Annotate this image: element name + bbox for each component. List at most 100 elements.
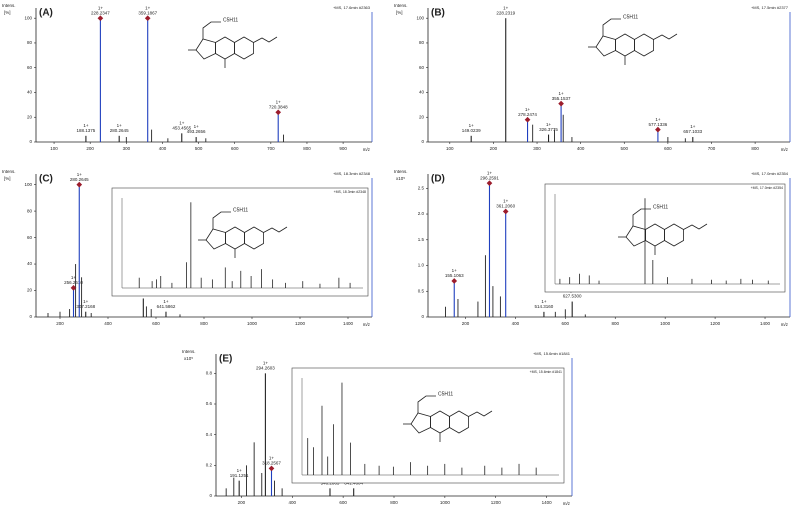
y-tick-label: 1.5 [418,237,425,242]
structure-bond [468,410,493,417]
structure-bond [602,18,621,36]
y-tick-label: 100 [416,15,424,20]
y-tick-label: 0 [29,314,32,319]
peak-charge: 1+ [263,361,269,366]
x-tick-label: 1400 [343,321,354,326]
structure-substituent: C5H11 [623,14,638,20]
structure-ring [215,36,235,60]
peak-label: 280.2645 [110,128,129,133]
y-tick-label: 0 [29,139,32,144]
inset-frame [111,187,369,297]
y-tick-label: 20 [27,114,33,119]
y-tick-label: 2.5 [418,185,425,190]
peak-marker [502,208,509,215]
peak-label: 318.2567 [262,461,281,466]
x-tick-label: 600 [231,146,239,151]
structure-ring [595,35,616,57]
y-tick-label: 80 [27,208,33,213]
x-tick-label: 800 [751,146,759,151]
x-tick-label: 600 [664,146,672,151]
x-tick-label: 600 [562,321,570,326]
x-tick-label: 300 [123,146,131,151]
x-tick-label: 500 [621,146,629,151]
peak-charge: 1+ [469,123,475,128]
structure-ring [205,228,226,250]
structure-substituent: C5H11 [233,207,248,213]
peak-charge: 1+ [117,123,123,128]
y-axis-label: Intens. [2,169,16,174]
y-tick-label: 20 [419,114,425,119]
structure-substituent: C5H11 [653,204,668,210]
panel-label: (E) [219,354,232,365]
y-axis-unit: x10⁵ [184,356,193,361]
x-tick-label: 700 [708,146,716,151]
x-tick-label: 800 [303,146,311,151]
y-tick-label: 0.8 [206,371,213,376]
peak-charge: 1+ [487,170,493,175]
structure-ring [615,33,635,57]
y-tick-label: 80 [419,40,425,45]
structure-ring [195,38,216,60]
x-tick-label: 600 [339,500,347,505]
inset-frame [291,367,565,484]
peak-label: 493.2656 [187,129,206,134]
peak-label: 256.2610 [64,280,83,285]
y-tick-label: 2.0 [418,211,425,216]
x-tick-label: 100 [50,146,58,151]
peak-charge: 1+ [525,107,531,112]
peak-label: 359.1867 [138,10,157,15]
peak-label: 514.3160 [535,304,554,309]
peak-label: 641.5862 [157,304,176,309]
peak-charge: 1+ [541,299,547,304]
x-tick-label: 400 [577,146,585,151]
inset-header: +MS, 15.6min #1841 [530,370,562,374]
peak-label: 296.2591 [480,175,499,180]
y-tick-label: 0.4 [206,432,213,437]
peak-charge: 1+ [452,268,458,273]
x-axis-label: m/z [363,147,371,152]
structure-bond [263,226,288,233]
peak-marker [268,465,275,472]
x-tick-label: 1200 [295,321,306,326]
panel-label: (A) [39,8,53,19]
y-axis-unit: x10⁵ [396,176,405,181]
structure-ring [625,225,646,247]
peak-marker [558,100,564,107]
x-tick-label: 400 [104,321,112,326]
peak-charge: 1+ [98,5,104,10]
y-axis-label: Intens. [2,3,16,8]
peak-charge: 1+ [77,172,83,177]
x-tick-label: 200 [238,500,246,505]
structure-bond [253,36,278,43]
peak-charge: 1+ [276,99,282,104]
peak-label: 720.3848 [269,104,288,109]
peak-marker [76,181,83,188]
structure-bond [632,208,651,226]
y-axis-unit: [%] [4,10,11,15]
peak-charge: 1+ [546,122,552,127]
peak-charge: 1+ [83,123,89,128]
y-tick-label: 0 [421,314,424,319]
peak-marker [486,180,493,186]
inset-header: +MS, 18.3min #2348 [334,190,366,194]
peak-label: 307.2168 [76,304,95,309]
peak-label: 278.2474 [518,112,537,117]
peak-marker [451,278,458,284]
peak-label: 149.0239 [462,128,481,133]
y-tick-label: 0.2 [206,463,213,468]
y-axis-label: Intens. [182,349,196,354]
peak-marker [97,15,104,22]
x-tick-label: 1000 [247,321,258,326]
x-tick-label: 1000 [660,321,671,326]
peak-label: 355.1537 [552,96,571,101]
y-tick-label: 1.0 [418,263,425,268]
y-tick-label: 40 [419,90,425,95]
y-tick-label: 0 [421,139,424,144]
y-tick-label: 60 [419,65,425,70]
x-tick-label: 200 [56,321,64,326]
peak-charge: 1+ [503,5,509,10]
x-tick-label: 600 [152,321,160,326]
y-axis-unit: [%] [4,176,11,181]
